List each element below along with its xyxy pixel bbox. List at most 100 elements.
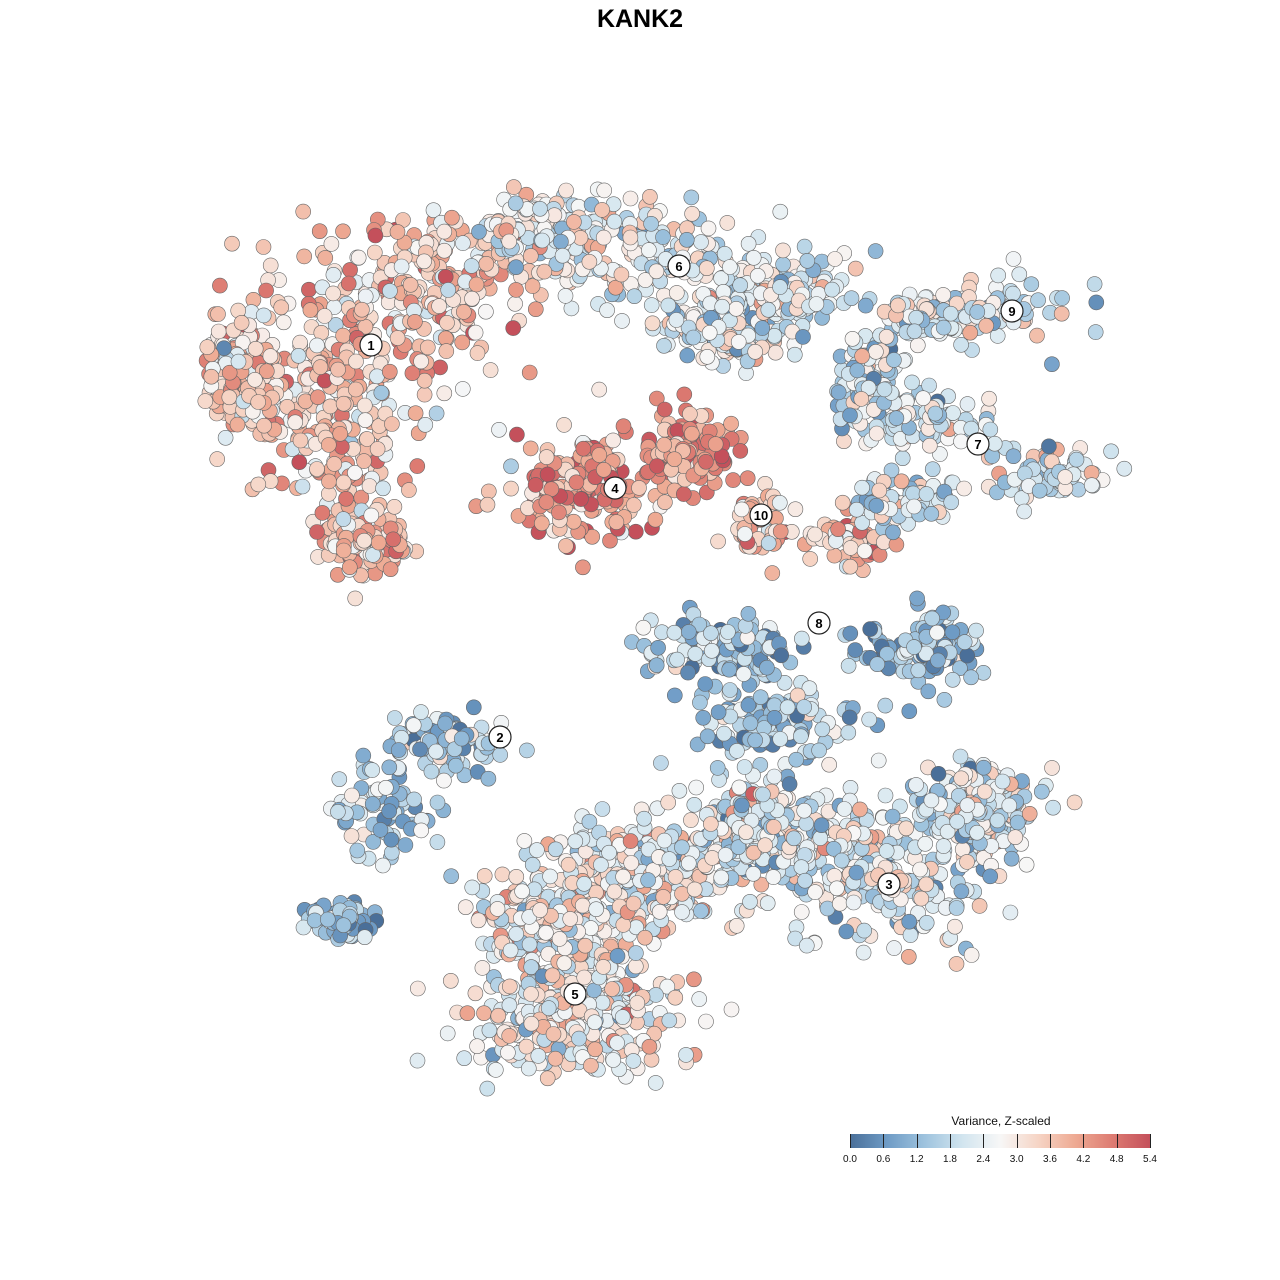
data-point [683, 425, 700, 442]
data-point [594, 202, 610, 218]
data-point [553, 233, 569, 250]
data-point [643, 216, 659, 232]
data-point [309, 524, 325, 540]
data-point [740, 236, 757, 252]
data-point [667, 989, 684, 1006]
data-point [1021, 805, 1038, 822]
data-point [918, 876, 935, 893]
data-point [606, 883, 623, 900]
data-point [661, 1012, 678, 1029]
data-point [577, 937, 594, 954]
data-point [593, 857, 609, 873]
data-point [247, 340, 264, 357]
data-point [523, 1015, 540, 1032]
data-point [335, 511, 352, 527]
data-point [722, 682, 738, 698]
data-point [390, 742, 407, 758]
data-point [739, 470, 756, 487]
data-point [604, 981, 620, 997]
data-point [709, 760, 726, 776]
data-point [923, 792, 940, 809]
data-point [924, 461, 941, 478]
cluster-label-text: 6 [675, 259, 682, 274]
data-point [556, 955, 573, 972]
data-point [772, 279, 788, 295]
data-point [538, 449, 555, 465]
data-point [1053, 305, 1070, 322]
data-point [660, 297, 677, 314]
data-point [915, 390, 932, 407]
data-point [614, 1009, 631, 1025]
data-point [792, 728, 809, 745]
color-legend: Variance, Z-scaled 0.0 0.6 1.2 1.8 2.4 3.0 3.6… [836, 1112, 1166, 1172]
data-point [366, 244, 383, 261]
data-point [838, 923, 855, 940]
points-layer [197, 179, 1133, 1097]
data-point [384, 416, 400, 432]
data-point [210, 306, 226, 322]
data-point [906, 323, 923, 340]
data-point [478, 255, 495, 272]
data-point [389, 224, 406, 240]
data-point [319, 911, 336, 928]
data-point [1044, 356, 1060, 373]
legend-tick-mark [850, 1134, 851, 1148]
data-point [369, 441, 386, 457]
cluster-label-3: 3 [877, 872, 901, 896]
data-point [405, 717, 422, 734]
data-point [530, 1048, 547, 1064]
data-point [643, 297, 660, 313]
legend-tick-label: 4.2 [1076, 1154, 1091, 1165]
data-point [678, 232, 695, 248]
data-point [693, 903, 709, 919]
data-point [296, 248, 313, 265]
data-point [364, 796, 381, 812]
data-point [675, 486, 692, 502]
data-point [959, 797, 976, 814]
data-point [279, 398, 296, 415]
cluster-label-1: 1 [359, 333, 383, 357]
data-point [952, 748, 969, 765]
data-point [707, 436, 724, 452]
data-point [736, 759, 753, 775]
data-point [978, 317, 995, 334]
data-point [508, 926, 525, 942]
data-point [333, 439, 350, 455]
data-point [935, 838, 952, 854]
data-point [830, 521, 846, 538]
data-point [848, 864, 865, 881]
data-point [826, 547, 843, 564]
data-point [479, 1080, 496, 1097]
data-point [295, 203, 312, 220]
data-point [501, 997, 518, 1014]
data-point [216, 340, 232, 357]
data-point [771, 494, 788, 511]
data-point [386, 710, 403, 726]
data-point [431, 298, 447, 314]
data-point [661, 851, 678, 867]
data-point [608, 514, 625, 530]
data-point [359, 431, 375, 447]
data-point [975, 759, 992, 776]
data-point [877, 697, 894, 714]
data-point [890, 297, 906, 314]
data-point [425, 202, 442, 218]
data-point [350, 249, 367, 266]
data-point [413, 353, 429, 370]
data-point [648, 987, 664, 1003]
data-point [935, 319, 952, 336]
data-point [680, 664, 696, 681]
data-point [968, 622, 984, 639]
data-point [905, 485, 921, 502]
data-point [301, 281, 317, 298]
data-point [648, 263, 665, 280]
data-point [754, 320, 771, 336]
data-point [490, 1007, 507, 1024]
data-point [416, 253, 432, 270]
data-point [625, 1053, 642, 1069]
data-point [343, 828, 360, 844]
data-point [924, 610, 940, 627]
data-point [787, 501, 804, 518]
data-point [842, 407, 858, 424]
data-point [459, 1005, 476, 1022]
